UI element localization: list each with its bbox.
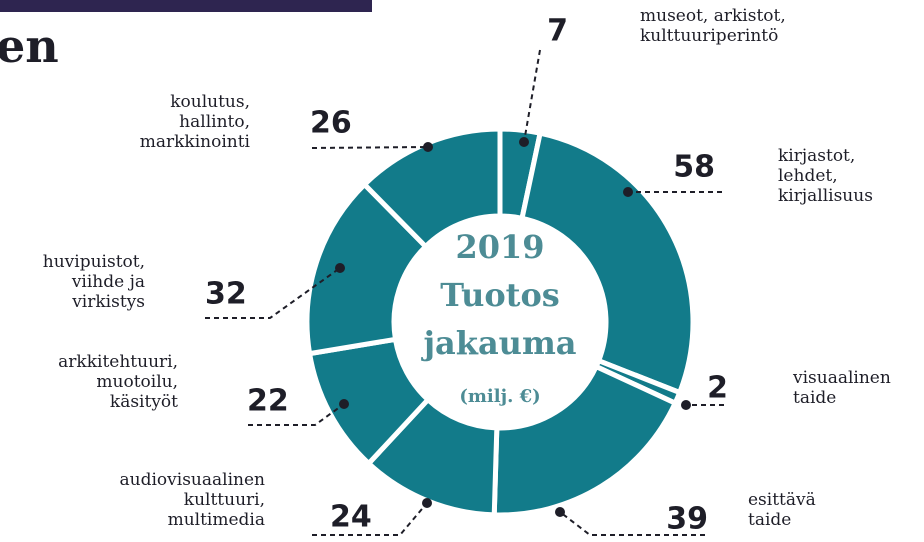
center-text: (milj. €) — [459, 386, 540, 407]
category-label: audiovisuaalinen kulttuuri, multimedia — [119, 470, 265, 530]
leader-line — [523, 49, 541, 143]
category-label: museot, arkistot, kulttuuriperintö — [640, 6, 786, 46]
value-label: 22 — [247, 384, 289, 419]
heading: en — [0, 19, 59, 73]
leader-line — [559, 511, 705, 536]
category-label: koulutus, hallinto, markkinointi — [139, 92, 250, 152]
leader-dot — [555, 507, 565, 517]
value-label: 39 — [666, 502, 708, 537]
donut-segment — [361, 126, 503, 251]
leader-dot — [623, 187, 633, 197]
leader-dot — [339, 399, 349, 409]
value-label: 24 — [330, 500, 372, 535]
leader-line — [205, 267, 341, 319]
category-label: kirjastot, lehdet, kirjallisuus — [778, 146, 873, 206]
category-label: arkkitehtuuri, muotoilu, käsityöt — [58, 352, 178, 412]
leader-line — [248, 403, 345, 426]
value-label: 58 — [673, 150, 715, 185]
leader-dot — [423, 142, 433, 152]
value-label: 2 — [707, 371, 728, 406]
value-label: 7 — [547, 14, 568, 49]
leader-dot — [681, 400, 691, 410]
category-label: esittävä taide — [748, 490, 816, 530]
center-text: Tuotos — [440, 276, 560, 314]
value-label: 32 — [205, 277, 247, 312]
leader-dot — [422, 498, 432, 508]
center-text: 2019 — [455, 228, 544, 266]
header-bar — [0, 0, 372, 12]
donut-segment — [519, 130, 696, 396]
leader-line — [312, 502, 428, 536]
leader-dot — [335, 263, 345, 273]
category-label: visuaalinen taide — [793, 368, 891, 408]
leader-dot — [519, 137, 529, 147]
value-label: 26 — [310, 106, 352, 141]
center-text: jakauma — [420, 324, 576, 362]
donut-segment — [491, 363, 679, 518]
category-label: huvipuistot, viihde ja virkistys — [42, 252, 145, 312]
leader-line — [311, 146, 429, 149]
